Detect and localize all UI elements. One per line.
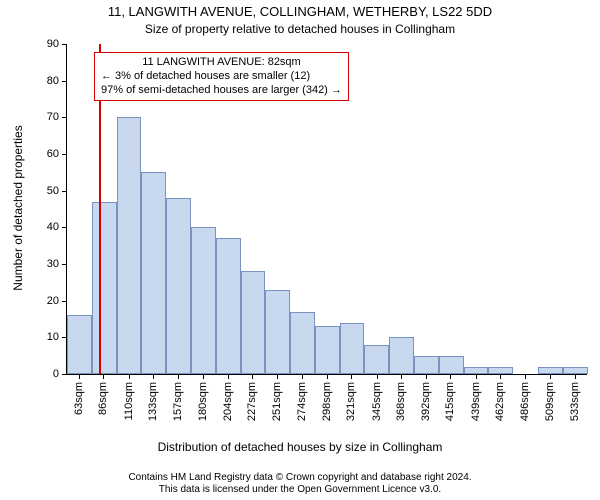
y-tick-label: 70 — [47, 111, 59, 123]
copyright-notice: Contains HM Land Registry data © Crown c… — [0, 472, 600, 496]
histogram-bar — [290, 312, 315, 374]
histogram-bar — [563, 367, 588, 374]
x-tick — [228, 374, 229, 379]
x-tick — [252, 374, 253, 379]
y-tick-label: 90 — [47, 38, 59, 50]
x-tick — [351, 374, 352, 379]
copyright-line2: This data is licensed under the Open Gov… — [159, 484, 441, 495]
x-tick — [79, 374, 80, 379]
x-tick — [500, 374, 501, 379]
histogram-bar — [92, 202, 117, 374]
y-tick-label: 40 — [47, 221, 59, 233]
x-tick — [327, 374, 328, 379]
x-tick-label: 533sqm — [569, 382, 581, 421]
marker-info-line: 97% of semi-detached houses are larger (… — [101, 84, 342, 98]
x-tick-label: 251sqm — [271, 382, 283, 421]
y-tick — [62, 117, 67, 118]
chart-title: 11, LANGWITH AVENUE, COLLINGHAM, WETHERB… — [0, 4, 600, 19]
histogram-bar — [414, 356, 439, 374]
chart-container: 11, LANGWITH AVENUE, COLLINGHAM, WETHERB… — [0, 0, 600, 500]
x-tick — [277, 374, 278, 379]
y-tick-label: 30 — [47, 258, 59, 270]
marker-info-box: 11 LANGWITH AVENUE: 82sqm← 3% of detache… — [94, 52, 349, 101]
y-tick-label: 50 — [47, 185, 59, 197]
x-tick-label: 321sqm — [345, 382, 357, 421]
y-tick-label: 0 — [53, 368, 59, 380]
y-tick-label: 80 — [47, 75, 59, 87]
marker-info-line: ← 3% of detached houses are smaller (12) — [101, 70, 342, 84]
x-tick-label: 345sqm — [371, 382, 383, 421]
y-tick — [62, 44, 67, 45]
x-tick-label: 180sqm — [197, 382, 209, 421]
y-tick — [62, 81, 67, 82]
x-tick — [103, 374, 104, 379]
x-tick-label: 462sqm — [494, 382, 506, 421]
x-tick-label: 486sqm — [519, 382, 531, 421]
x-tick — [450, 374, 451, 379]
histogram-bar — [216, 238, 241, 374]
y-tick — [62, 264, 67, 265]
x-tick — [129, 374, 130, 379]
histogram-bar — [191, 227, 216, 374]
histogram-bar — [439, 356, 464, 374]
x-tick-label: 415sqm — [444, 382, 456, 421]
x-tick-label: 86sqm — [97, 382, 109, 415]
x-tick — [550, 374, 551, 379]
x-tick-label: 157sqm — [172, 382, 184, 421]
histogram-bar — [340, 323, 365, 374]
x-tick — [476, 374, 477, 379]
y-tick-label: 10 — [47, 331, 59, 343]
x-tick-label: 439sqm — [470, 382, 482, 421]
y-axis-label: Number of detached properties — [11, 108, 25, 308]
chart-subtitle: Size of property relative to detached ho… — [0, 22, 600, 36]
y-tick — [62, 191, 67, 192]
x-tick — [377, 374, 378, 379]
histogram-bar — [364, 345, 389, 374]
y-tick — [62, 374, 67, 375]
x-tick-label: 133sqm — [147, 382, 159, 421]
y-tick-label: 60 — [47, 148, 59, 160]
histogram-bar — [241, 271, 266, 374]
histogram-bar — [389, 337, 414, 374]
x-tick-label: 110sqm — [123, 382, 135, 420]
x-tick-label: 204sqm — [222, 382, 234, 421]
copyright-line1: Contains HM Land Registry data © Crown c… — [128, 472, 471, 483]
x-tick-label: 274sqm — [296, 382, 308, 421]
histogram-bar — [117, 117, 142, 374]
y-tick-label: 20 — [47, 295, 59, 307]
x-tick — [178, 374, 179, 379]
x-tick — [401, 374, 402, 379]
x-tick-label: 227sqm — [246, 382, 258, 421]
x-tick — [203, 374, 204, 379]
histogram-bar — [141, 172, 166, 374]
histogram-bar — [464, 367, 489, 374]
x-tick-label: 368sqm — [395, 382, 407, 421]
x-tick — [426, 374, 427, 379]
x-tick-label: 298sqm — [321, 382, 333, 421]
histogram-bar — [265, 290, 290, 374]
marker-info-line: 11 LANGWITH AVENUE: 82sqm — [101, 56, 342, 70]
histogram-bar — [315, 326, 340, 374]
histogram-bar — [538, 367, 563, 374]
x-axis-label: Distribution of detached houses by size … — [0, 440, 600, 454]
x-tick — [302, 374, 303, 379]
x-tick-label: 392sqm — [420, 382, 432, 421]
y-tick — [62, 301, 67, 302]
x-tick-label: 509sqm — [544, 382, 556, 421]
x-tick — [153, 374, 154, 379]
y-tick — [62, 154, 67, 155]
histogram-bar — [488, 367, 513, 374]
x-tick-label: 63sqm — [73, 382, 85, 415]
x-tick — [525, 374, 526, 379]
histogram-bar — [166, 198, 191, 374]
histogram-bar — [67, 315, 92, 374]
x-tick — [575, 374, 576, 379]
y-tick — [62, 227, 67, 228]
